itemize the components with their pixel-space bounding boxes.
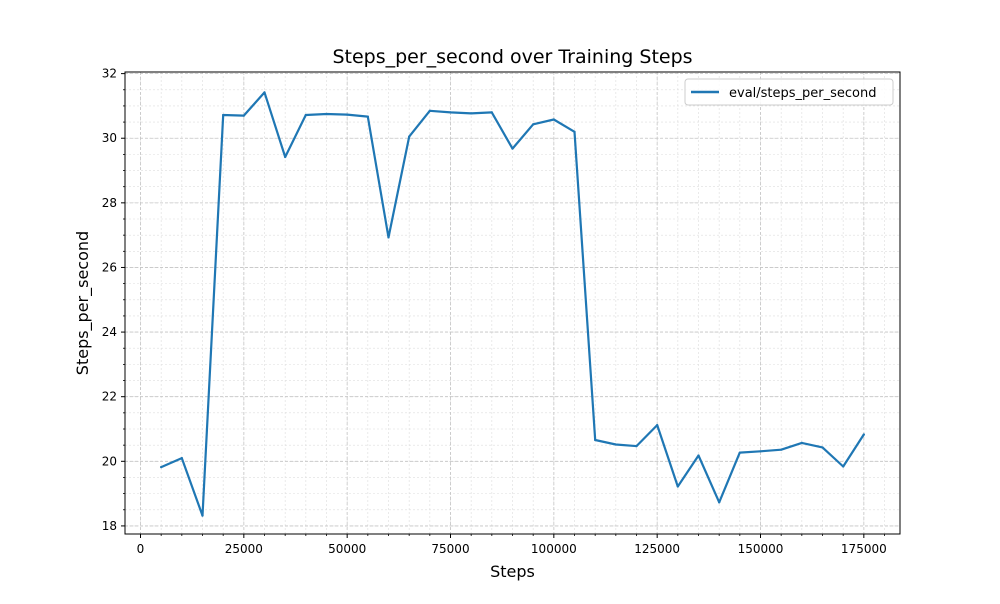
data-point — [532, 123, 535, 126]
data-point — [160, 466, 163, 469]
x-axis: 0 25000 50000 75000 100000 125000 150000 175000 — [137, 534, 887, 556]
data-point — [614, 443, 617, 446]
x-tick-label: 125000 — [634, 542, 680, 556]
data-point — [511, 147, 514, 150]
data-point — [387, 236, 390, 239]
legend-box — [684, 78, 894, 106]
data-point — [449, 111, 452, 114]
data-point — [780, 448, 783, 451]
data-point — [676, 485, 679, 488]
x-tick-label: 150000 — [738, 542, 784, 556]
legend: eval/steps_per_second — [684, 78, 894, 106]
y-tick-label: 28 — [102, 196, 117, 210]
y-tick-label: 22 — [102, 390, 117, 404]
y-tick-label: 18 — [102, 519, 117, 533]
data-point — [428, 109, 431, 112]
y-tick-label: 30 — [102, 131, 117, 145]
data-point — [800, 441, 803, 444]
data-point — [222, 113, 225, 117]
data-point — [284, 155, 287, 159]
y-tick-label: 20 — [102, 454, 117, 468]
data-point — [470, 112, 473, 115]
data-point — [842, 465, 845, 468]
data-point — [594, 438, 597, 442]
data-point — [656, 424, 659, 427]
data-point — [821, 446, 824, 449]
x-tick-label: 25000 — [225, 542, 263, 556]
data-point — [862, 433, 865, 436]
data-point — [201, 514, 204, 517]
y-axis: 18 20 22 24 26 28 30 32 — [102, 67, 125, 533]
x-tick-label: 175000 — [841, 542, 887, 556]
data-point — [697, 454, 700, 457]
data-point — [346, 113, 349, 116]
data-point — [242, 114, 245, 117]
data-point — [552, 118, 555, 121]
data-point — [366, 115, 369, 118]
y-tick-label: 26 — [102, 260, 117, 274]
x-tick-label: 75000 — [431, 542, 469, 556]
data-point — [263, 91, 266, 94]
data-point — [325, 112, 328, 116]
data-point — [718, 501, 721, 504]
x-tick-label: 0 — [137, 542, 145, 556]
x-tick-label: 100000 — [531, 542, 577, 556]
data-point — [759, 450, 762, 453]
minor-grid — [125, 72, 900, 534]
data-point — [304, 113, 307, 117]
data-point — [408, 135, 411, 138]
data-point — [490, 111, 493, 114]
data-point — [573, 130, 576, 133]
y-axis-title: Steps_per_second — [73, 231, 93, 375]
data-point — [635, 445, 638, 448]
y-tick-label: 24 — [102, 325, 117, 339]
data-point — [180, 456, 183, 460]
y-tick-label: 32 — [102, 67, 117, 81]
major-grid — [125, 72, 900, 534]
data-point — [738, 451, 741, 454]
series-layer — [160, 91, 865, 517]
x-axis-title: Steps — [490, 562, 535, 581]
chart-title: Steps_per_second over Training Steps — [332, 46, 692, 68]
x-tick-label: 50000 — [328, 542, 366, 556]
legend-label: eval/steps_per_second — [729, 86, 877, 101]
